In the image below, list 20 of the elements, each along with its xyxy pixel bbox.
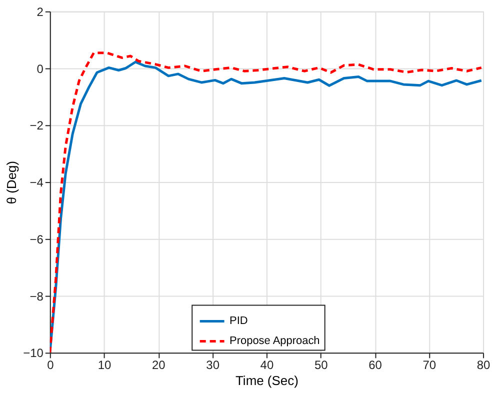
x-tick-label: 80 (476, 358, 491, 372)
y-tick-label: −2 (30, 118, 44, 133)
legend-label: PID (230, 315, 248, 328)
y-tick-label: 0 (36, 62, 44, 76)
y-tick-label: −4 (30, 176, 44, 190)
x-tick-label: 20 (152, 358, 166, 372)
y-tick-label: −8 (30, 289, 44, 304)
x-tick-label: 70 (422, 358, 436, 372)
y-tick-label: −6 (30, 232, 44, 246)
x-tick-label: 40 (260, 358, 274, 372)
x-tick-label: 10 (98, 358, 112, 372)
x-axis-title: Time (Sec) (235, 373, 298, 388)
y-axis-title: θ (Deg) (4, 160, 20, 204)
y-tick-label: 2 (36, 4, 44, 19)
x-tick-label: 60 (368, 358, 382, 372)
y-tick-label: −10 (23, 346, 44, 360)
legend-label: Propose Approach (230, 335, 320, 348)
x-tick-label: 30 (206, 358, 220, 372)
x-tick-label: 0 (47, 358, 54, 372)
x-tick-label: 50 (314, 358, 328, 372)
